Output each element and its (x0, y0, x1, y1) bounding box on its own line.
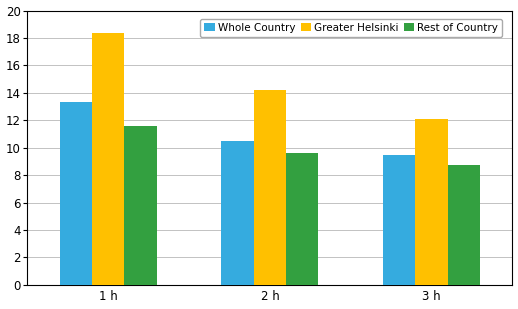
Legend: Whole Country, Greater Helsinki, Rest of Country: Whole Country, Greater Helsinki, Rest of… (200, 19, 502, 37)
Bar (254, 90, 286, 285)
Bar (448, 165, 480, 285)
Bar (92, 33, 124, 285)
Bar (222, 141, 254, 285)
Bar (383, 154, 415, 285)
Bar (286, 153, 319, 285)
Bar (124, 126, 157, 285)
Bar (415, 119, 448, 285)
Bar (60, 103, 92, 285)
